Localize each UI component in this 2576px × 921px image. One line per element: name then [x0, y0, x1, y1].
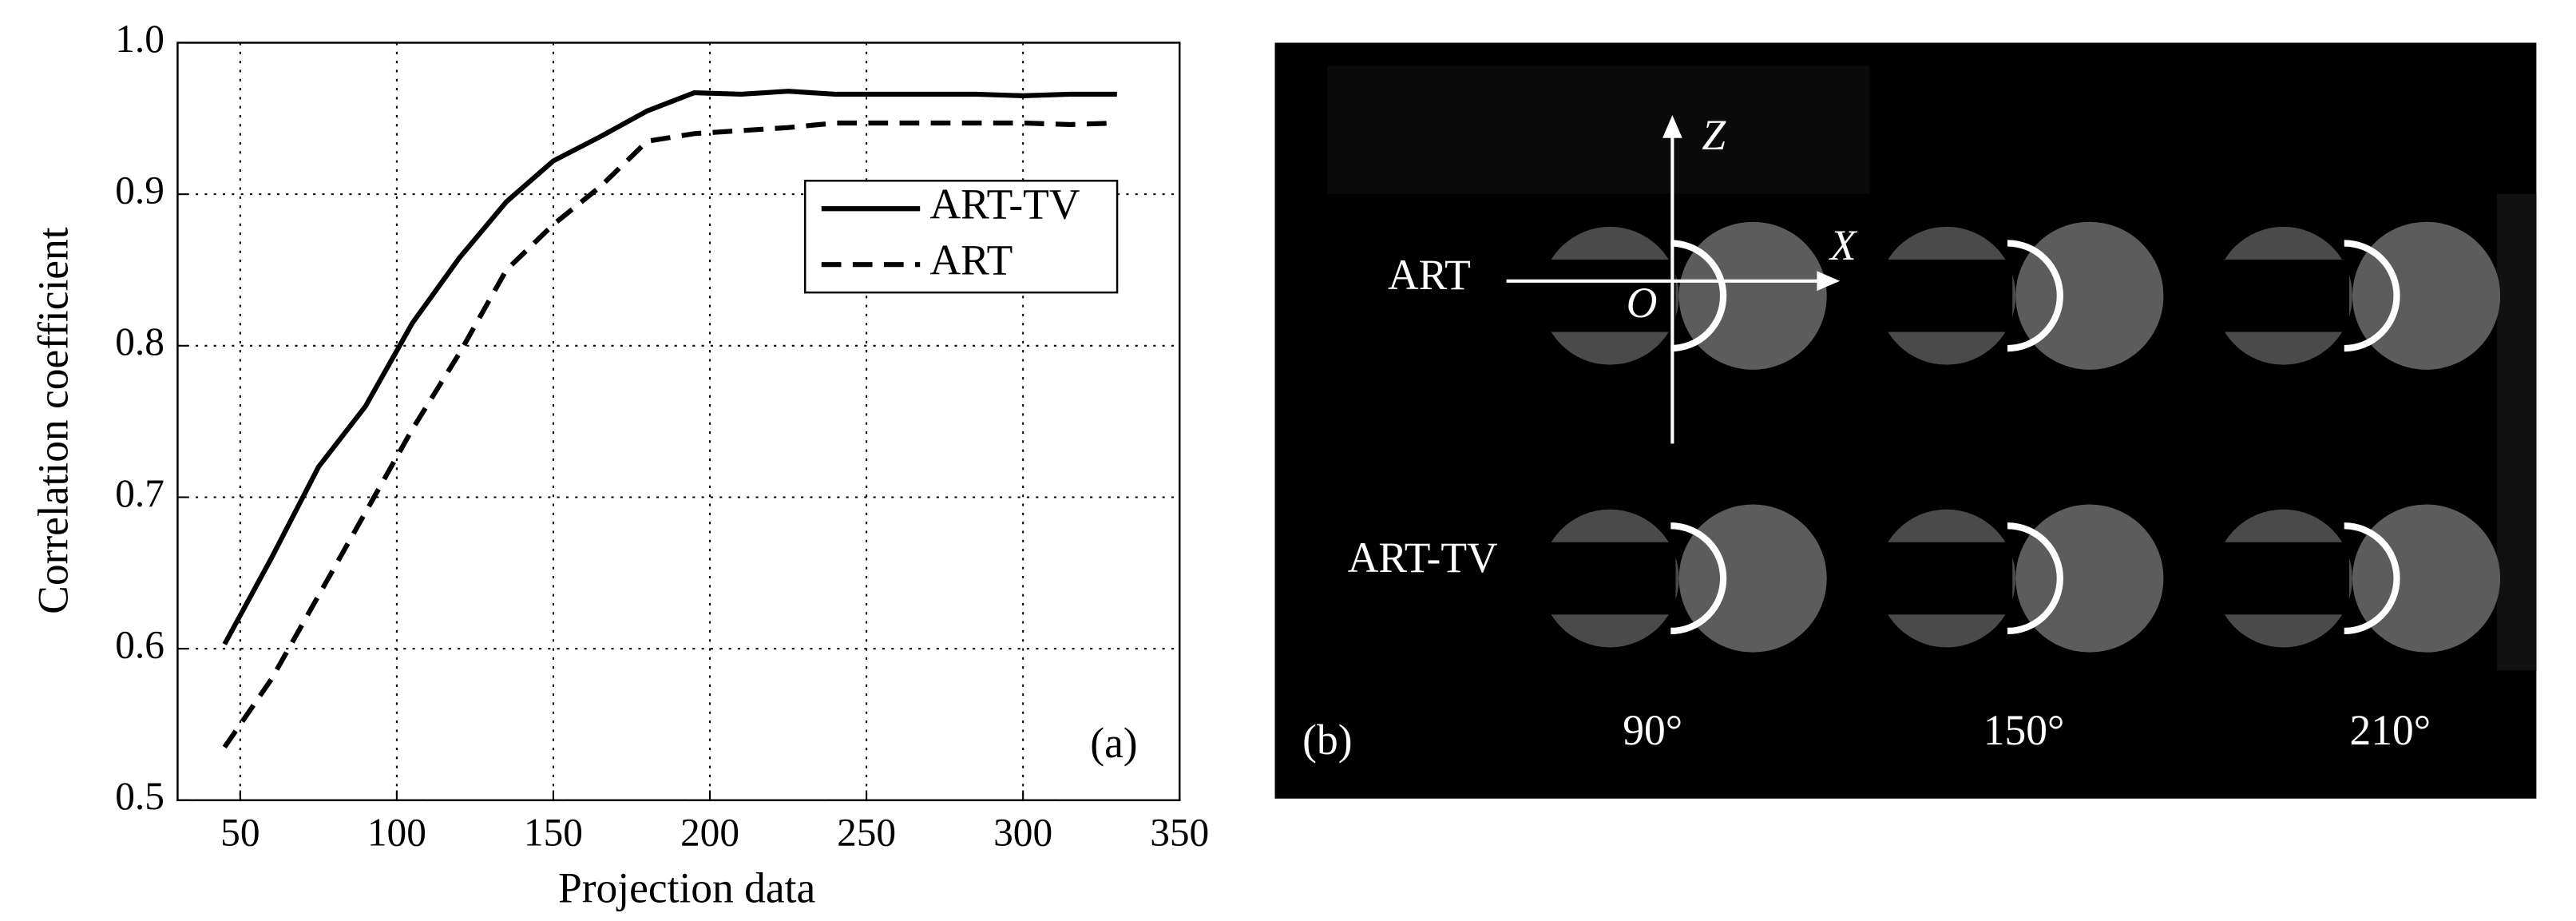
y-tick-label: 0.5 [115, 774, 164, 818]
y-tick-label: 0.8 [115, 320, 164, 363]
axis-name: X [1829, 221, 1858, 269]
reconstruction-image [2193, 222, 2500, 370]
row-label: ART-TV [1348, 534, 1498, 582]
x-arrow [1817, 271, 1841, 292]
x-tick-label: 250 [837, 810, 896, 854]
y-tick-label: 0.6 [115, 622, 164, 666]
x-tick-label: 300 [993, 810, 1052, 854]
axis-name: Z [1702, 111, 1726, 159]
data-line [222, 120, 1117, 749]
column-label: 90° [1623, 706, 1682, 754]
reconstruction-image [1857, 222, 2164, 370]
reconstruction-image [1857, 505, 2164, 653]
plot-frame [176, 42, 1181, 802]
column-label: 150° [1984, 706, 2065, 754]
reconstruction-image [2193, 505, 2500, 653]
y-axis-label: Correlation coefficient [30, 227, 77, 614]
x-tick-label: 50 [220, 810, 260, 854]
panel-label: (a) [1090, 719, 1137, 767]
x-tick-label: 150 [524, 810, 583, 854]
row-label: ART [1388, 251, 1471, 299]
x-tick-label: 100 [367, 810, 426, 854]
y-tick-label: 0.9 [115, 168, 164, 212]
x-tick-label: 200 [680, 810, 739, 854]
legend-label: ART [930, 236, 1013, 284]
reconstruction-image [1520, 505, 1827, 653]
panel-b-shade [1327, 66, 1870, 194]
y-tick-label: 0.7 [115, 471, 164, 515]
x-axis-label: Projection data [558, 863, 815, 911]
column-label: 210° [2350, 706, 2431, 754]
legend-label: ART-TV [930, 181, 1080, 228]
panel-b-shade [2497, 193, 2537, 671]
panel-label: (b) [1302, 716, 1352, 764]
legend-box [803, 180, 1119, 294]
y-tick-label: 1.0 [115, 17, 164, 61]
data-line [222, 89, 1117, 645]
plot-a: 50 100 150 200 250 300 350 0.5 0.6 0.7 0.8 0.9 1.0 AR… [115, 17, 1209, 855]
axis-name: O [1627, 279, 1658, 327]
z-arrow [1663, 114, 1682, 138]
x-tick-label: 350 [1150, 810, 1209, 854]
